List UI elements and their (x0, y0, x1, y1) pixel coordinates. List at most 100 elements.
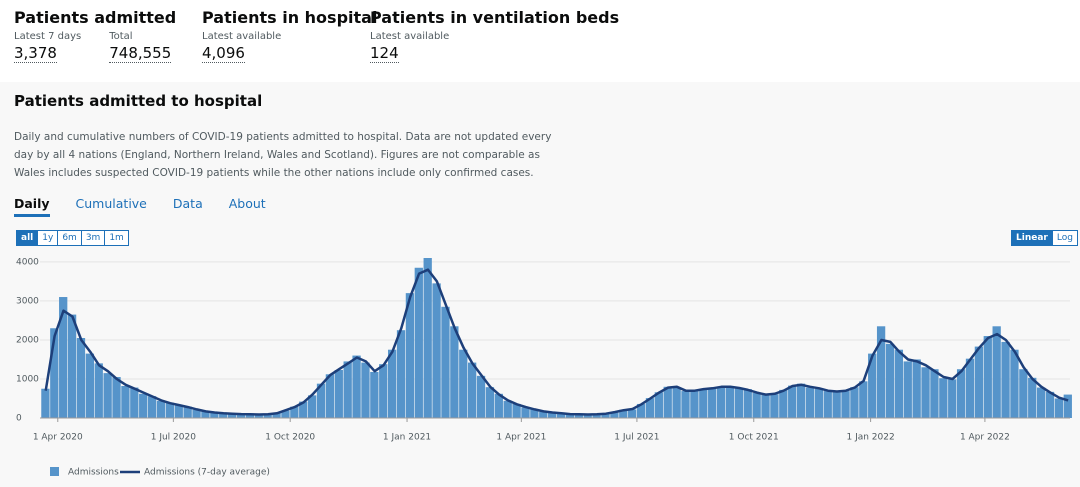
bar (654, 392, 663, 418)
x-tick-label: 1 Jan 2022 (846, 433, 894, 443)
bar (414, 267, 423, 418)
range-button[interactable]: 6m (57, 231, 81, 245)
headline: Patients in hospital Latest available 4,0… (202, 8, 377, 63)
range-button[interactable]: all (17, 231, 38, 245)
bar (405, 293, 415, 418)
bar (663, 386, 672, 418)
bar (903, 361, 912, 418)
bar (201, 410, 210, 418)
bar (379, 364, 388, 418)
bar (468, 362, 477, 418)
bar (432, 283, 441, 418)
bar (894, 349, 904, 418)
metric-value[interactable]: 124 (370, 44, 399, 63)
bar (805, 387, 815, 418)
headline-title: Patients admitted (14, 8, 177, 27)
bar (530, 409, 539, 418)
metric-value[interactable]: 4,096 (202, 44, 245, 63)
bar (956, 369, 966, 418)
metric-value[interactable]: 3,378 (14, 44, 57, 63)
bar (672, 387, 681, 418)
bar (254, 414, 263, 418)
bar (779, 389, 788, 418)
range-buttons: all 1y 6m 3m 1m (16, 230, 129, 246)
bar (1036, 387, 1046, 418)
bar (521, 407, 530, 418)
x-tick-label: 1 Apr 2021 (496, 433, 546, 443)
metric-label: Total (109, 31, 133, 42)
bar (539, 411, 548, 418)
bar (423, 258, 432, 418)
y-tick-label: 4000 (16, 257, 39, 267)
bar (361, 362, 370, 418)
bar (459, 349, 468, 418)
bar (814, 388, 824, 418)
bar (147, 396, 157, 418)
bar (352, 355, 361, 418)
headline-title: Patients in ventilation beds (370, 8, 620, 27)
range-button[interactable]: 1y (37, 231, 58, 245)
bar (103, 373, 112, 418)
legend-label: Admissions (7-day average) (144, 468, 270, 478)
scale-button[interactable]: Log (1051, 231, 1077, 245)
tab[interactable]: Cumulative (75, 196, 147, 211)
bar (1028, 377, 1037, 418)
legend-swatch (50, 467, 59, 476)
bar (556, 413, 566, 418)
bar (565, 413, 575, 418)
tab[interactable]: Daily (14, 196, 50, 217)
bar (494, 393, 503, 418)
bar (983, 336, 992, 418)
bar (1045, 391, 1055, 418)
bar (1054, 398, 1064, 418)
bar (788, 385, 797, 418)
bar (752, 393, 761, 418)
range-button[interactable]: 3m (80, 231, 105, 245)
bar (396, 330, 406, 418)
bar (210, 412, 219, 418)
bar (708, 387, 717, 418)
bar (1019, 369, 1028, 418)
x-tick-label: 1 Jul 2021 (614, 433, 659, 443)
bar (912, 359, 921, 418)
bar (1010, 349, 1019, 418)
tab[interactable]: Data (172, 196, 203, 211)
bar (450, 326, 459, 418)
bar (921, 367, 930, 418)
bar (876, 326, 886, 418)
bar (299, 401, 308, 418)
bar (41, 388, 50, 418)
bar (476, 375, 486, 418)
bar (583, 414, 592, 418)
bar (610, 412, 619, 418)
metric-value[interactable]: 748,555 (109, 44, 172, 63)
headline: Patients admitted Latest 7 days 3,378 Tot… (14, 8, 176, 63)
headline-title: Patients in hospital (202, 8, 378, 27)
bar (832, 391, 841, 418)
range-button[interactable]: 1m (104, 231, 128, 245)
bar (174, 405, 183, 418)
bar (619, 409, 628, 418)
bar (1063, 394, 1072, 418)
bar (841, 391, 850, 418)
bar (592, 414, 601, 418)
metric-label: Latest available (202, 31, 282, 42)
bar (263, 414, 272, 418)
bar (67, 314, 77, 418)
legend-label: Admissions (68, 468, 119, 478)
headline: Patients in ventilation beds Latest avai… (370, 8, 619, 63)
bar (343, 361, 352, 418)
bar (139, 393, 148, 418)
tab[interactable]: About (228, 196, 266, 211)
scale-button[interactable]: Linear (1012, 231, 1052, 245)
bar (930, 369, 939, 418)
bar (290, 406, 299, 418)
metric-label: Latest available (370, 31, 450, 42)
bar (690, 389, 699, 418)
bar (761, 394, 770, 418)
bar (823, 391, 832, 418)
bar (281, 410, 290, 418)
tabs: Daily Cumulative Data About (14, 196, 266, 217)
bar (574, 414, 583, 418)
